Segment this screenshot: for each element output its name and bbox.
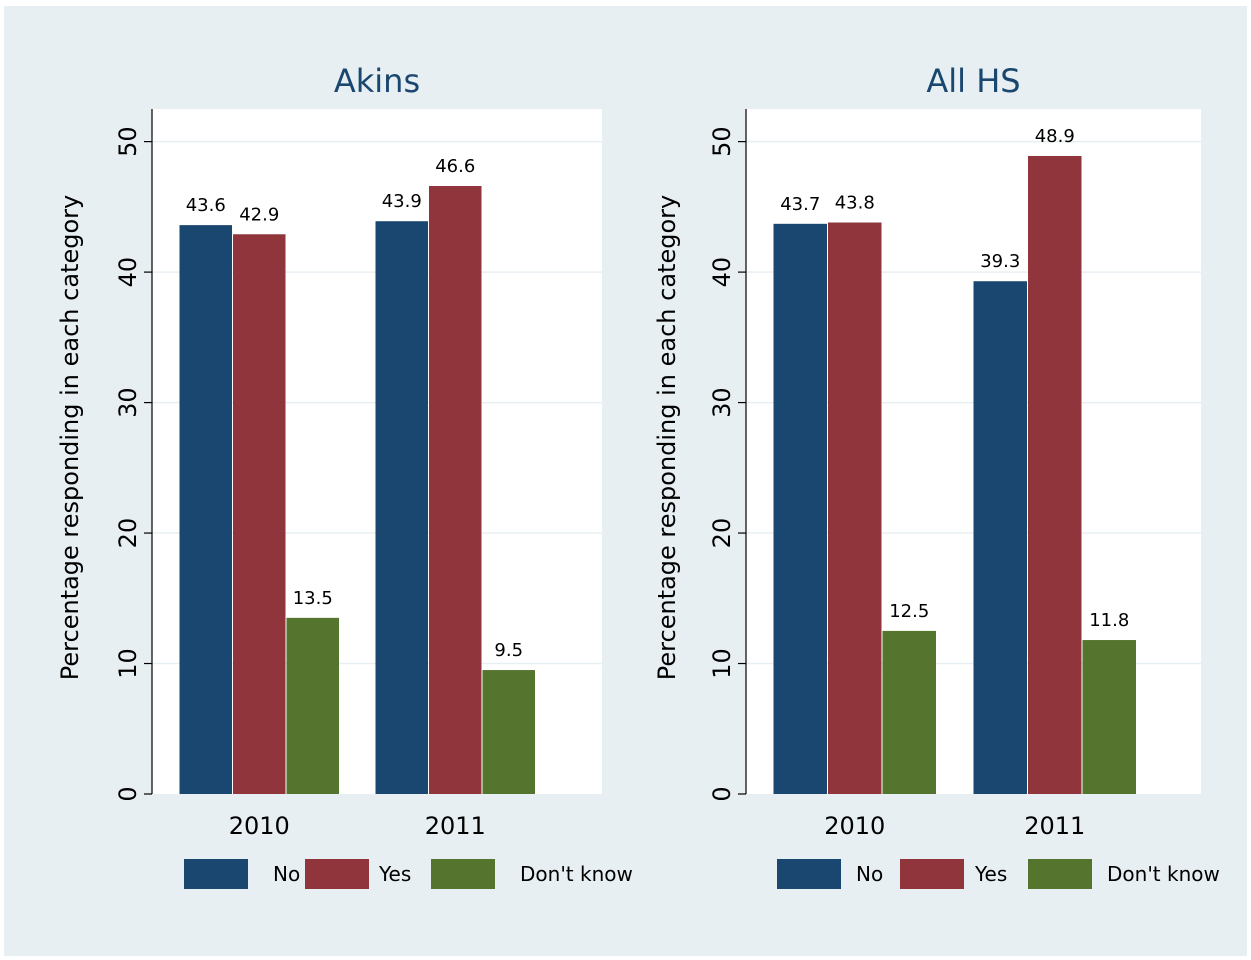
x-category-label: 2010 — [229, 812, 290, 840]
data-label: 12.5 — [889, 601, 929, 622]
y-tick-label: 50 — [114, 126, 142, 157]
y-tick-label: 50 — [708, 126, 736, 157]
legend-swatch — [1028, 859, 1092, 889]
legend-label: Yes — [974, 862, 1007, 886]
bar-don-t-know-2011 — [1082, 640, 1136, 794]
bar-no-2011 — [973, 281, 1027, 794]
bar-don-t-know-2010 — [286, 617, 339, 794]
legend-swatch — [777, 859, 841, 889]
y-tick-label: 10 — [114, 648, 142, 679]
y-tick-label: 10 — [708, 648, 736, 679]
legend-label: No — [856, 862, 883, 886]
y-tick-label: 30 — [708, 387, 736, 418]
bar-no-2011 — [375, 221, 428, 794]
chart-title: All HS — [926, 62, 1020, 100]
legend-label: Don't know — [520, 862, 633, 886]
data-label: 13.5 — [293, 588, 333, 609]
chart-panel-1: 0 10 20 30 40 50 43.6 42.9 13.5 2010 43.9 46.6 9.5 20… — [56, 62, 633, 889]
y-tick-label: 40 — [708, 257, 736, 288]
legend-label: Don't know — [1107, 862, 1220, 886]
y-tick-label: 0 — [708, 786, 736, 801]
y-tick-label: 20 — [114, 518, 142, 549]
y-tick-label: 40 — [114, 257, 142, 288]
bar-no-2010 — [179, 225, 232, 795]
data-label: 43.8 — [835, 193, 875, 214]
bar-don-t-know-2010 — [882, 630, 936, 794]
data-label: 48.9 — [1035, 126, 1075, 147]
bar-yes-2011 — [1028, 155, 1082, 794]
data-label: 43.7 — [780, 194, 820, 215]
figure: 0 10 20 30 40 50 43.6 42.9 13.5 2010 43.9 46.6 9.5 20… — [4, 6, 1247, 956]
y-tick-label: 30 — [114, 387, 142, 418]
legend-swatch — [431, 859, 495, 889]
chart-title: Akins — [334, 62, 420, 100]
legend-swatch — [184, 859, 248, 889]
legend-swatch — [305, 859, 369, 889]
bar-no-2010 — [773, 223, 827, 795]
x-category-label: 2011 — [1024, 812, 1085, 840]
data-label: 43.9 — [382, 191, 422, 212]
y-tick-label: 20 — [708, 518, 736, 549]
legend-label: Yes — [378, 862, 411, 886]
bar-yes-2010 — [828, 222, 882, 794]
x-category-label: 2010 — [824, 812, 885, 840]
legend-swatch — [900, 859, 964, 889]
legend-label: No — [273, 862, 300, 886]
data-label: 39.3 — [980, 251, 1020, 272]
x-category-label: 2011 — [425, 812, 486, 840]
y-axis-label: Percentage responding in each category — [653, 195, 681, 680]
data-label: 46.6 — [435, 156, 475, 177]
bar-yes-2011 — [429, 185, 482, 794]
bar-yes-2010 — [233, 234, 286, 794]
data-label: 42.9 — [239, 204, 279, 225]
data-label: 11.8 — [1089, 610, 1129, 631]
data-label: 43.6 — [186, 195, 226, 216]
data-label: 9.5 — [494, 640, 523, 661]
y-axis-label: Percentage responding in each category — [56, 195, 84, 680]
y-tick-label: 0 — [114, 786, 142, 801]
bar-don-t-know-2011 — [482, 670, 535, 794]
chart-panel-2: 0 10 20 30 40 50 43.7 43.8 12.5 2010 39.3 48.9 11.8 2… — [653, 62, 1220, 889]
